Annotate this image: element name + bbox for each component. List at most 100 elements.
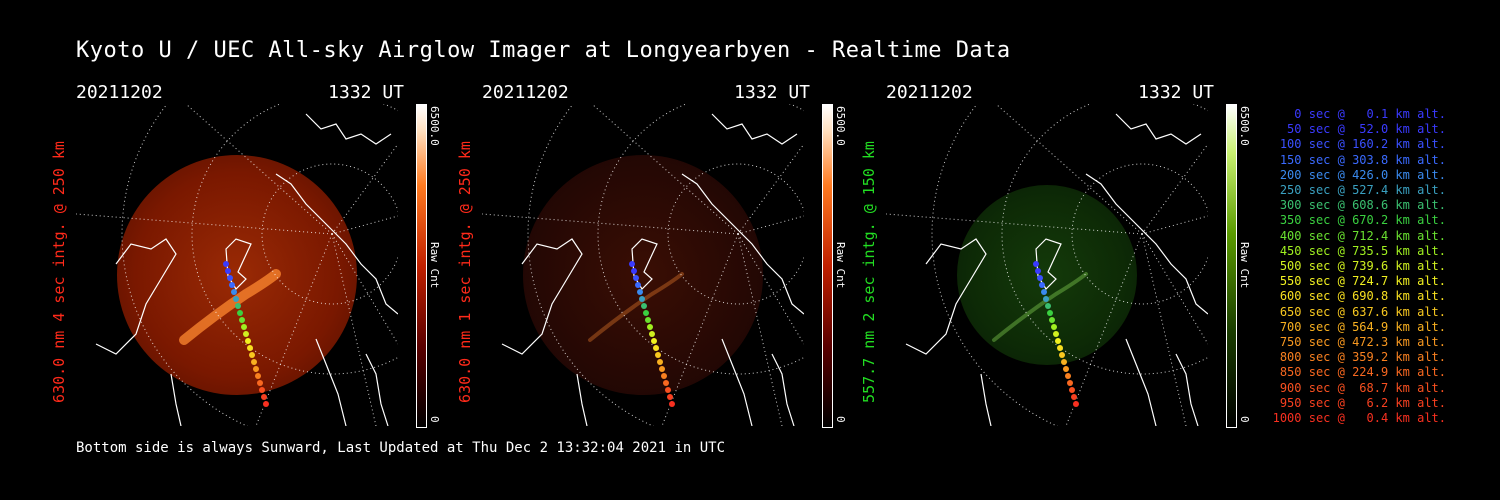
allsky-map: [886, 104, 1208, 426]
trajectory-point: [1071, 394, 1077, 400]
trajectory-point: [237, 310, 243, 316]
aurora-arc: [588, 272, 684, 342]
colorbar-min: 0: [834, 416, 847, 423]
longitude-line: [1141, 215, 1208, 235]
coastline: [980, 373, 992, 426]
colorbar: [416, 104, 427, 428]
trajectory-point: [637, 289, 643, 295]
trajectory-point: [255, 373, 261, 379]
coastline: [711, 113, 798, 145]
trajectory-point: [1047, 310, 1053, 316]
panel-date: 20211202: [482, 82, 569, 103]
longitude-line: [661, 233, 739, 426]
trajectory-point: [241, 324, 247, 330]
longitude-line: [76, 213, 333, 235]
trajectory-point: [643, 310, 649, 316]
legend-entry: 0 sec @ 0.1 km alt.: [1294, 107, 1446, 121]
trajectory-point: [245, 338, 251, 344]
trajectory-point: [629, 261, 635, 267]
trajectory-point: [639, 296, 645, 302]
trajectory-point: [233, 296, 239, 302]
trajectory-point: [651, 338, 657, 344]
coastline: [905, 238, 987, 355]
colorbar-unit: Raw Cnt: [834, 242, 847, 289]
trajectory-point: [649, 331, 655, 337]
page-title: Kyoto U / UEC All-sky Airglow Imager at …: [76, 38, 1011, 63]
legend-entry: 1000 sec @ 0.4 km alt.: [1272, 411, 1446, 426]
colorbar-max: 6500.0: [428, 106, 441, 146]
coastline: [681, 173, 804, 315]
legend-entry: 450 sec @ 735.5 km alt.: [1279, 243, 1446, 258]
colorbar-unit: Raw Cnt: [1238, 242, 1251, 289]
legend-entry: 250 sec @ 527.4 km alt.: [1279, 183, 1446, 198]
trajectory-point: [1061, 359, 1067, 365]
aurora-arc: [992, 272, 1088, 342]
trajectory-point: [669, 401, 675, 407]
longitude-line: [1141, 233, 1208, 345]
trajectory-point: [645, 317, 651, 323]
sky-image: [117, 155, 357, 395]
coastline: [1085, 173, 1208, 315]
trajectory-point: [239, 317, 245, 323]
coastline: [721, 338, 753, 426]
panel-3: 20211202 1332 UT 557.7 nm 2 sec intg. @ …: [860, 82, 1296, 442]
trajectory-point: [249, 352, 255, 358]
trajectory-point: [663, 380, 669, 386]
trajectory-point: [635, 282, 641, 288]
legend-entry: 50 sec @ 52.0 km alt.: [1287, 122, 1446, 137]
trajectory-point: [1041, 289, 1047, 295]
legend-entry: 100 sec @ 160.2 km alt.: [1279, 137, 1446, 152]
trajectory-point: [253, 366, 259, 372]
coastline: [576, 373, 588, 426]
trajectory-point: [1037, 275, 1043, 281]
sky-image: [957, 185, 1137, 365]
coastline: [501, 238, 583, 355]
longitude-line: [591, 104, 739, 235]
coastline: [1115, 113, 1202, 145]
colorbar: [822, 104, 833, 428]
coastline: [1125, 338, 1157, 426]
coastline: [95, 238, 177, 355]
panel-time: 1332 UT: [734, 82, 810, 103]
panel-ylabel: 557.7 nm 2 sec intg. @ 150 km: [860, 141, 878, 403]
longitude-line: [1141, 233, 1187, 426]
colorbar-min: 0: [428, 416, 441, 423]
colorbar-max: 6500.0: [834, 106, 847, 146]
panel-ylabel: 630.0 nm 1 sec intg. @ 250 km: [456, 141, 474, 403]
longitude-line: [185, 104, 333, 235]
colorbar-unit: Raw Cnt: [428, 242, 441, 289]
allsky-map: [76, 104, 398, 426]
legend-entry: 700 sec @ 564.9 km alt.: [1279, 319, 1446, 334]
longitude-line: [331, 233, 377, 426]
longitude-line: [737, 143, 804, 235]
trajectory-point: [223, 261, 229, 267]
panel-ylabel: 630.0 nm 4 sec intg. @ 250 km: [50, 141, 68, 403]
longitude-line: [1065, 233, 1143, 426]
panel-2: 20211202 1332 UT 630.0 nm 1 sec intg. @ …: [456, 82, 892, 442]
panel-time: 1332 UT: [1138, 82, 1214, 103]
trajectory-point: [641, 303, 647, 309]
trajectory-point: [633, 275, 639, 281]
colorbar: [1226, 104, 1237, 428]
longitude-line: [995, 104, 1143, 235]
trajectory-point: [655, 352, 661, 358]
allsky-map: [482, 104, 804, 426]
legend-entry: 550 sec @ 724.7 km alt.: [1279, 274, 1446, 289]
coastline: [305, 113, 392, 145]
legend-entry: 650 sec @ 637.6 km alt.: [1279, 304, 1446, 319]
legend-entry: 300 sec @ 608.6 km alt.: [1279, 198, 1446, 213]
trajectory-point: [257, 380, 263, 386]
legend-entry: 150 sec @ 303.8 km alt.: [1279, 152, 1446, 167]
trajectory-point: [247, 345, 253, 351]
trajectory-point: [657, 359, 663, 365]
legend-entry: 850 sec @ 224.9 km alt.: [1279, 365, 1446, 380]
trajectory-point: [1055, 338, 1061, 344]
legend-entry: 350 sec @ 670.2 km alt.: [1279, 213, 1446, 228]
trajectory-point: [1059, 352, 1065, 358]
panel-date: 20211202: [76, 82, 163, 103]
trajectory-point: [1073, 401, 1079, 407]
trajectory-point: [263, 401, 269, 407]
trajectory-point: [661, 373, 667, 379]
trajectory-point: [1065, 373, 1071, 379]
coastline: [1175, 353, 1199, 426]
